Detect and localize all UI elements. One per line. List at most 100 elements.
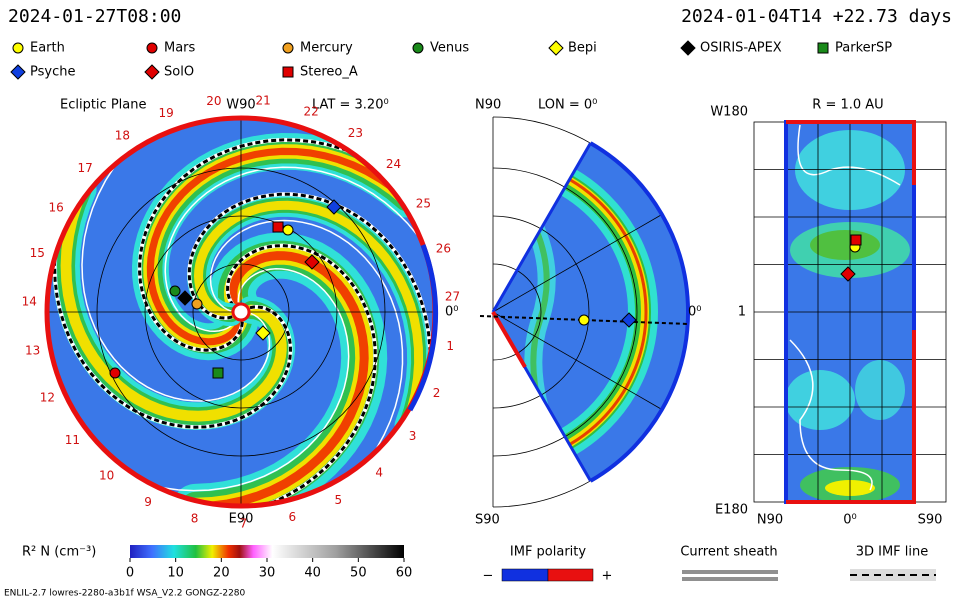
longitude-label: 7 xyxy=(240,516,248,530)
radial-grid xyxy=(753,121,947,503)
imf-neg xyxy=(501,568,549,582)
label-0: 0⁰ xyxy=(445,305,458,320)
longitude-label: 27 xyxy=(445,290,460,304)
label-s90: S90 xyxy=(475,513,500,528)
label-0: 0⁰ xyxy=(843,513,856,528)
colorbar xyxy=(130,545,404,558)
marker xyxy=(850,234,862,246)
density-arm xyxy=(191,251,369,505)
current-sheath xyxy=(209,219,404,476)
marker xyxy=(412,42,424,54)
label-1: 1 xyxy=(738,305,746,320)
colorbar-tick-label: 20 xyxy=(213,566,230,581)
colorbar-label: R² N (cm⁻³) xyxy=(22,545,96,560)
marker xyxy=(272,221,284,233)
ecliptic-panel: Ecliptic Plane LAT = 3.20⁰ W90 E90 0⁰ 12… xyxy=(22,94,461,531)
marker xyxy=(255,325,271,341)
longitude-label: 17 xyxy=(77,161,92,175)
longitude-label: 14 xyxy=(22,295,37,309)
colorbar-tick-label: 10 xyxy=(167,566,184,581)
longitude-label: 16 xyxy=(49,201,64,215)
imf-line-title: 3D IMF line xyxy=(856,545,929,560)
longitude-label: 15 xyxy=(30,246,45,260)
marker xyxy=(144,64,160,80)
legend-label: Psyche xyxy=(30,65,75,80)
legend-label: SolO xyxy=(164,65,194,80)
meridional-lon: LON = 0⁰ xyxy=(538,98,597,113)
marker xyxy=(578,314,590,326)
meridional-panel: N90 LON = 0⁰ S90 0⁰ xyxy=(475,98,701,528)
ecliptic-border-neg xyxy=(407,244,439,412)
longitude-label: 2 xyxy=(433,386,441,400)
colorbar-tick-label: 0 xyxy=(126,566,134,581)
radial-density xyxy=(786,124,910,502)
longitude-label: 9 xyxy=(144,495,152,509)
longitude-label: 22 xyxy=(304,104,319,118)
current-sheath xyxy=(131,268,350,492)
longitude-label: 13 xyxy=(25,344,40,358)
longitude-label: 23 xyxy=(348,126,363,140)
longitude-label: 5 xyxy=(335,493,343,507)
longitude-label: 18 xyxy=(115,129,130,143)
density-arm xyxy=(60,184,287,422)
colorbar-tick-label: 30 xyxy=(259,566,276,581)
longitude-label: 11 xyxy=(65,433,80,447)
legend-label: OSIRIS-APEX xyxy=(700,41,782,56)
label-w180: W180 xyxy=(710,105,748,120)
radial-panel: R = 1.0 AU W180 1 E180 N90 0⁰ S90 xyxy=(710,98,947,528)
marker xyxy=(177,290,193,306)
label-e90: E90 xyxy=(229,512,254,527)
label-e180: E180 xyxy=(715,503,748,518)
current-sheath xyxy=(81,142,271,402)
legend-label: Stereo_A xyxy=(300,65,358,80)
marker xyxy=(326,199,342,215)
marker xyxy=(282,66,294,78)
longitude-label: 4 xyxy=(375,465,383,479)
longitude-label: 12 xyxy=(40,391,55,405)
marker xyxy=(548,40,564,56)
label-n90: N90 xyxy=(475,98,501,113)
footer: ENLIL-2.7 lowres-2280-a3b1f WSA_V2.2 GON… xyxy=(4,589,246,599)
imf-minus: − xyxy=(483,569,494,584)
longitude-label: 19 xyxy=(159,106,174,120)
colorbar-tick-label: 40 xyxy=(304,566,321,581)
marker xyxy=(169,285,181,297)
imf-title: IMF polarity xyxy=(510,545,586,560)
radial-title: R = 1.0 AU xyxy=(812,98,883,113)
marker xyxy=(304,254,320,270)
header-run: 2024-01-04T14 +22.73 days xyxy=(681,6,952,27)
longitude-label: 26 xyxy=(436,241,451,255)
density-arm xyxy=(193,200,424,430)
colorbar-tick-label: 50 xyxy=(350,566,367,581)
marker xyxy=(282,224,294,236)
label-s90: S90 xyxy=(918,513,943,528)
marker xyxy=(282,42,294,54)
ecliptic-lat: LAT = 3.20⁰ xyxy=(312,98,389,113)
marker xyxy=(146,42,158,54)
longitude-label: 10 xyxy=(99,468,114,482)
marker xyxy=(680,40,696,56)
longitude-label: 21 xyxy=(256,94,271,108)
legend-label: Earth xyxy=(30,41,65,56)
density-arm xyxy=(146,147,410,346)
sun xyxy=(231,302,251,322)
marker xyxy=(840,266,856,282)
current-sheath xyxy=(164,166,434,333)
imf-plus: + xyxy=(602,569,613,584)
sheath-line xyxy=(682,577,778,581)
longitude-label: 6 xyxy=(288,510,296,524)
imf-line xyxy=(138,138,374,352)
marker xyxy=(191,298,203,310)
marker xyxy=(621,312,637,328)
density-arms xyxy=(52,132,434,505)
longitude-label: 1 xyxy=(446,339,454,353)
legend-label: Bepi xyxy=(568,41,597,56)
meridional-grid xyxy=(492,116,689,508)
longitude-label: 24 xyxy=(386,157,401,171)
longitude-label: 8 xyxy=(191,511,199,525)
legend-label: Venus xyxy=(430,41,469,56)
label-w90: W90 xyxy=(226,98,255,113)
sheath-title: Current sheath xyxy=(680,545,777,560)
header-time: 2024-01-27T08:00 xyxy=(8,6,181,27)
